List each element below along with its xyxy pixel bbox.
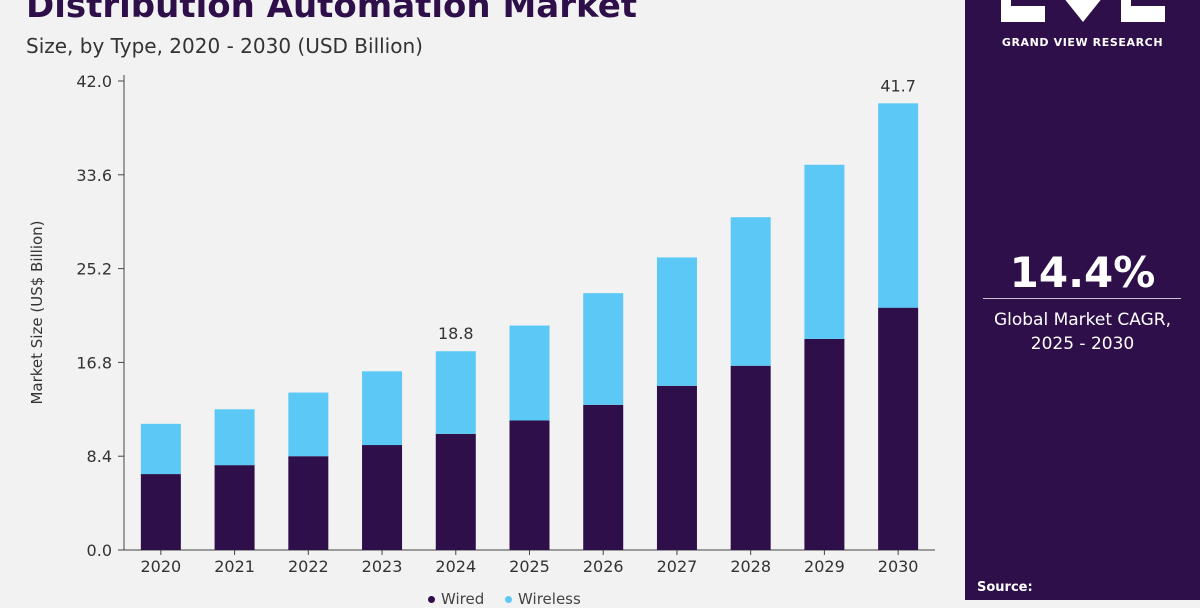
- chart-legend: Wired Wireless: [428, 590, 597, 608]
- bar-wireless-2028: [730, 217, 771, 366]
- bar-wired-2024: [435, 433, 476, 550]
- cagr-value: 14.4%: [1009, 248, 1156, 297]
- bar-wired-2021: [214, 465, 255, 550]
- bar-wired-2020: [140, 474, 181, 550]
- y-tick-label: 16.8: [76, 353, 112, 372]
- data-label-2030: 41.7: [880, 76, 916, 95]
- cagr-divider: [983, 298, 1181, 299]
- brand-name: GRAND VIEW RESEARCH: [1001, 36, 1164, 49]
- bar-wireless-2020: [140, 423, 181, 475]
- x-tick-label-2020: 2020: [141, 557, 182, 576]
- x-tick-label-2024: 2024: [435, 557, 476, 576]
- bar-wireless-2022: [288, 392, 329, 457]
- cagr-label-line1: Global Market CAGR,: [993, 310, 1172, 330]
- grand-view-research-logo-icon: [1001, 0, 1165, 22]
- bar-wired-2026: [583, 404, 624, 550]
- bar-wireless-2029: [804, 164, 845, 339]
- y-tick-label: 42.0: [76, 72, 112, 91]
- legend-label-wireless: Wireless: [518, 590, 581, 608]
- x-tick-label-2022: 2022: [288, 557, 329, 576]
- source-label: Source:: [977, 580, 1033, 595]
- cagr-label-line2: 2025 - 2030: [1030, 334, 1135, 354]
- bar-wired-2025: [509, 420, 550, 550]
- bar-wired-2023: [362, 445, 403, 550]
- bar-wired-2022: [288, 456, 329, 550]
- x-tick-label-2028: 2028: [730, 557, 771, 576]
- bar-wireless-2030: [878, 103, 919, 308]
- x-tick-label-2021: 2021: [214, 557, 255, 576]
- x-tick-label-2030: 2030: [878, 557, 919, 576]
- x-tick-label-2023: 2023: [362, 557, 403, 576]
- y-tick-label: 33.6: [76, 166, 112, 185]
- x-tick-label-2026: 2026: [583, 557, 624, 576]
- bar-wired-2027: [656, 385, 697, 550]
- bar-wireless-2021: [214, 409, 255, 466]
- bar-wireless-2027: [656, 257, 697, 386]
- y-tick-label: 0.0: [87, 541, 112, 560]
- y-tick-label: 8.4: [87, 447, 112, 466]
- chart-subtitle: Size, by Type, 2020 - 2030 (USD Billion): [26, 34, 423, 58]
- cagr-label: Global Market CAGR, 2025 - 2030: [965, 308, 1200, 356]
- x-tick-label-2029: 2029: [804, 557, 845, 576]
- bar-wired-2028: [730, 365, 771, 550]
- y-axis-label: Market Size (US$ Billion): [28, 220, 46, 404]
- x-tick-label-2025: 2025: [509, 557, 550, 576]
- x-tick-label-2027: 2027: [657, 557, 698, 576]
- bar-chart: 0.0 8.4 16.8 25.2 33.6 42.0 Market Size (US$ B…: [28, 72, 935, 576]
- legend-item-wireless: Wireless: [505, 590, 581, 608]
- bar-wireless-2026: [583, 293, 624, 405]
- legend-label-wired: Wired: [441, 590, 485, 608]
- bar-wired-2029: [804, 338, 845, 550]
- y-tick-label: 25.2: [76, 260, 112, 279]
- data-label-2024: 18.8: [438, 324, 474, 343]
- bar-wireless-2025: [509, 325, 550, 421]
- legend-item-wired: Wired: [428, 590, 484, 608]
- sidebar-panel: GRAND VIEW RESEARCH 14.4% Global Market …: [965, 0, 1200, 600]
- bar-wireless-2023: [362, 371, 403, 446]
- bar-wireless-2024: [435, 351, 476, 434]
- bar-wired-2030: [878, 307, 919, 550]
- chart-title: Distribution Automation Market: [26, 0, 638, 26]
